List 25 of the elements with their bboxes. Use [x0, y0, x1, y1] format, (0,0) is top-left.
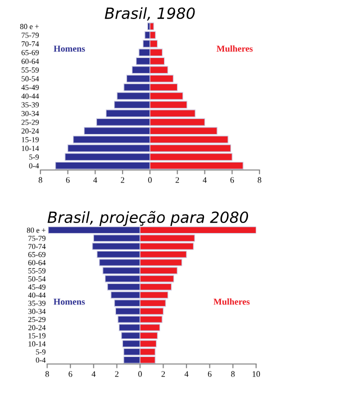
x-tick-label: 4 — [93, 177, 98, 183]
x-tick-label: 2 — [162, 371, 165, 377]
x-tick-label: 2 — [115, 371, 118, 377]
x-tick-label: 2 — [176, 177, 179, 183]
x-tick-label: 4 — [92, 371, 96, 377]
x-tick-label: 6 — [68, 371, 72, 377]
x-tick-label: 8 — [38, 177, 42, 183]
x-tick-label: 6 — [230, 177, 234, 183]
x-tick-label: 6 — [208, 371, 212, 377]
x-tick-label: 6 — [66, 177, 70, 183]
x-tick-label: 0 — [148, 177, 152, 183]
x-tick-label: 10 — [252, 371, 260, 377]
x-tick-label: 8 — [231, 371, 235, 377]
x-tick-label: 8 — [258, 177, 262, 183]
text: Mulheres — [214, 298, 250, 305]
chart-title: Brasil, 1980 — [104, 7, 195, 21]
text: Homens — [54, 298, 85, 305]
text: Mulheres — [216, 45, 253, 52]
x-tick-label: 4 — [202, 177, 207, 183]
x-tick-label: 8 — [45, 371, 49, 377]
text: Homens — [54, 46, 85, 52]
chart-title: Brasil, projeção para 2080 — [48, 210, 248, 226]
x-tick-label: 0 — [138, 371, 142, 377]
x-tick-label: 4 — [184, 371, 188, 377]
x-tick-label: 2 — [120, 177, 124, 183]
